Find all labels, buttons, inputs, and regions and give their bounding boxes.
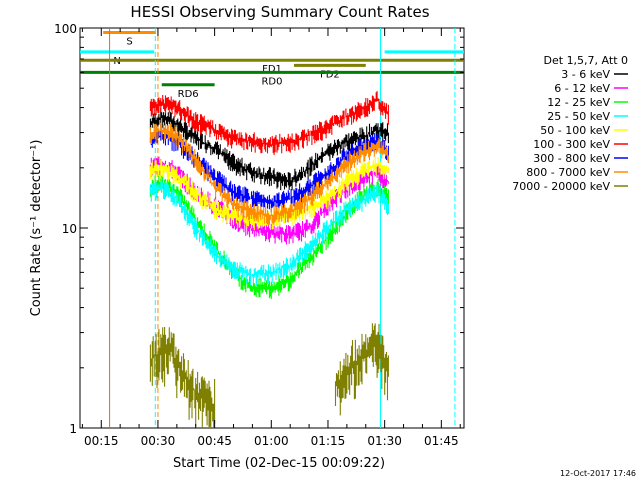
series-line <box>149 91 389 155</box>
y-tick-label: 10 <box>62 222 77 236</box>
series-line <box>149 122 389 226</box>
x-tick-label: 01:45 <box>424 434 459 448</box>
legend-label: 300 - 800 keV <box>533 152 610 165</box>
footer-date: 12-Oct-2017 17:46 <box>560 469 636 478</box>
series-group <box>149 91 389 428</box>
legend-label: 800 - 7000 keV <box>526 166 610 179</box>
y-tick-label: 1 <box>69 422 77 436</box>
legend-label: 100 - 300 keV <box>533 138 610 151</box>
x-tick-label: 01:00 <box>254 434 289 448</box>
x-tick-label: 01:30 <box>367 434 402 448</box>
chart-title: HESSI Observing Summary Count Rates <box>130 3 429 21</box>
x-tick-label: 00:15 <box>84 434 119 448</box>
x-tick-label: 00:30 <box>141 434 176 448</box>
x-axis-label: Start Time (02-Dec-15 00:09:22) <box>173 456 385 471</box>
x-tick-label: 01:15 <box>311 434 346 448</box>
legend-label: 6 - 12 keV <box>554 82 610 95</box>
legend-label: 7000 - 20000 keV <box>512 180 610 193</box>
legend-label: 50 - 100 keV <box>540 124 610 137</box>
flag-bar-label: FD1 <box>262 64 282 75</box>
x-tick-label: 00:45 <box>197 434 232 448</box>
flag-bar-label: RD0 <box>261 76 282 87</box>
x-axis: 00:15 00:30 00:45 01:00 01:15 01:30 01:45 <box>81 28 461 448</box>
y-axis-label: Count Rate (s⁻¹ detector⁻¹) <box>29 140 44 317</box>
series-line <box>149 323 389 428</box>
flag-bar-label: FD2 <box>320 69 340 80</box>
legend-title: Det 1,5,7, Att 0 <box>544 54 628 67</box>
y-tick-label: 100 <box>54 22 77 36</box>
legend-label: 25 - 50 keV <box>547 110 610 123</box>
legend-label: 12 - 25 keV <box>547 96 610 109</box>
legend-label: 3 - 6 keV <box>561 68 610 81</box>
series-line <box>149 177 389 286</box>
flag-bar-label: RD6 <box>178 89 199 100</box>
series-line <box>149 107 389 191</box>
flag-bars: SNFD1FD2RD0RD6 <box>80 30 464 100</box>
flag-bar-label: S <box>126 36 132 47</box>
